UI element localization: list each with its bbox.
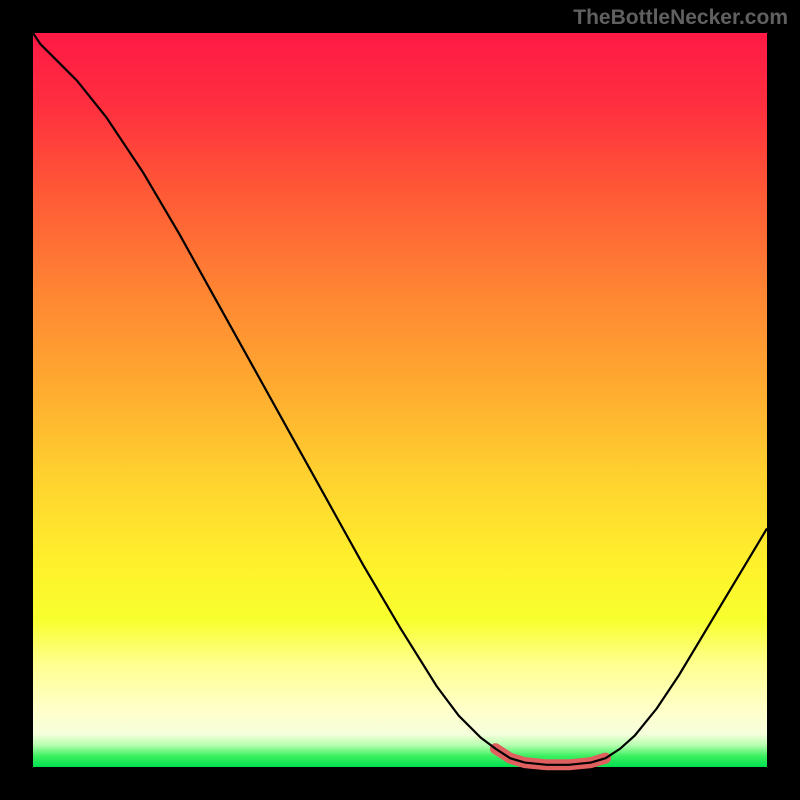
watermark-text: TheBottleNecker.com <box>573 6 788 30</box>
chart-background <box>33 33 767 767</box>
plot-area <box>33 33 767 767</box>
gradient-svg <box>33 33 767 767</box>
